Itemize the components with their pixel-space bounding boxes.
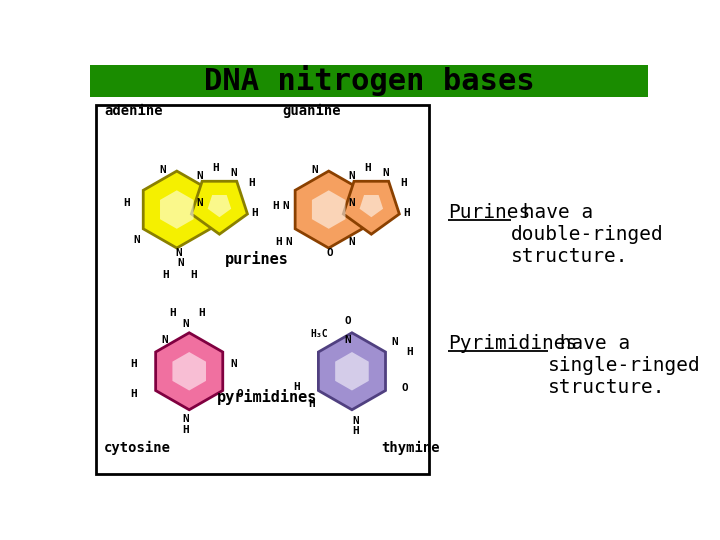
Text: N: N: [348, 172, 356, 181]
Polygon shape: [207, 195, 231, 217]
Text: N: N: [283, 201, 289, 211]
Text: H: H: [248, 178, 256, 188]
Text: H: H: [123, 198, 130, 208]
Polygon shape: [312, 190, 346, 229]
Polygon shape: [156, 333, 222, 410]
Text: N: N: [133, 235, 140, 245]
Polygon shape: [343, 181, 400, 234]
FancyBboxPatch shape: [90, 65, 648, 97]
Text: pyrimidines: pyrimidines: [217, 389, 317, 406]
Text: adenine: adenine: [104, 104, 163, 118]
Text: Pyrimidines: Pyrimidines: [448, 334, 577, 353]
Text: H: H: [162, 270, 168, 280]
Text: H: H: [198, 308, 205, 318]
Polygon shape: [143, 171, 210, 248]
Text: Purines: Purines: [448, 204, 531, 222]
Polygon shape: [172, 352, 206, 390]
Text: guanine: guanine: [282, 104, 341, 118]
Text: H: H: [182, 425, 189, 435]
Text: purines: purines: [225, 251, 289, 267]
Text: H: H: [275, 237, 282, 247]
Text: H₃C: H₃C: [310, 329, 328, 339]
Text: N: N: [353, 416, 359, 426]
Text: N: N: [348, 237, 356, 247]
Text: have a
single-ringed
structure.: have a single-ringed structure.: [547, 334, 701, 397]
Text: N: N: [159, 165, 166, 174]
Text: have a
double-ringed
structure.: have a double-ringed structure.: [511, 204, 664, 266]
Text: N: N: [175, 248, 181, 258]
Polygon shape: [318, 333, 385, 410]
Text: N: N: [182, 319, 189, 328]
Text: N: N: [345, 335, 351, 346]
Text: O: O: [401, 383, 408, 393]
Text: H: H: [364, 163, 371, 173]
Text: H: H: [407, 347, 413, 357]
Text: N: N: [161, 335, 168, 346]
Text: N: N: [230, 167, 237, 178]
Text: N: N: [348, 198, 356, 208]
Polygon shape: [336, 352, 369, 390]
Text: H: H: [293, 382, 300, 392]
Text: H: H: [130, 359, 137, 369]
Text: N: N: [177, 259, 184, 268]
Polygon shape: [192, 181, 248, 234]
Text: N: N: [311, 165, 318, 174]
Text: N: N: [285, 237, 292, 247]
Text: H: H: [212, 163, 219, 173]
Text: O: O: [236, 389, 243, 400]
FancyBboxPatch shape: [96, 105, 429, 475]
Text: H: H: [130, 389, 137, 400]
Text: O: O: [327, 248, 333, 258]
Text: O: O: [345, 316, 351, 326]
Text: H: H: [400, 178, 408, 188]
Text: H: H: [273, 201, 279, 211]
Polygon shape: [160, 190, 194, 229]
Text: N: N: [197, 198, 204, 208]
Text: N: N: [382, 167, 389, 178]
Text: H: H: [308, 399, 315, 409]
Polygon shape: [359, 195, 383, 217]
Text: N: N: [231, 359, 238, 369]
Polygon shape: [295, 171, 362, 248]
Text: H: H: [402, 208, 410, 218]
Text: cytosine: cytosine: [104, 441, 171, 455]
Text: DNA nitrogen bases: DNA nitrogen bases: [204, 65, 534, 97]
Text: H: H: [251, 208, 258, 218]
Text: N: N: [391, 337, 398, 347]
Text: thymine: thymine: [382, 441, 440, 455]
Text: N: N: [182, 414, 189, 424]
Text: H: H: [353, 426, 359, 436]
Text: N: N: [197, 172, 204, 181]
Text: H: H: [191, 270, 197, 280]
Text: H: H: [168, 308, 176, 318]
